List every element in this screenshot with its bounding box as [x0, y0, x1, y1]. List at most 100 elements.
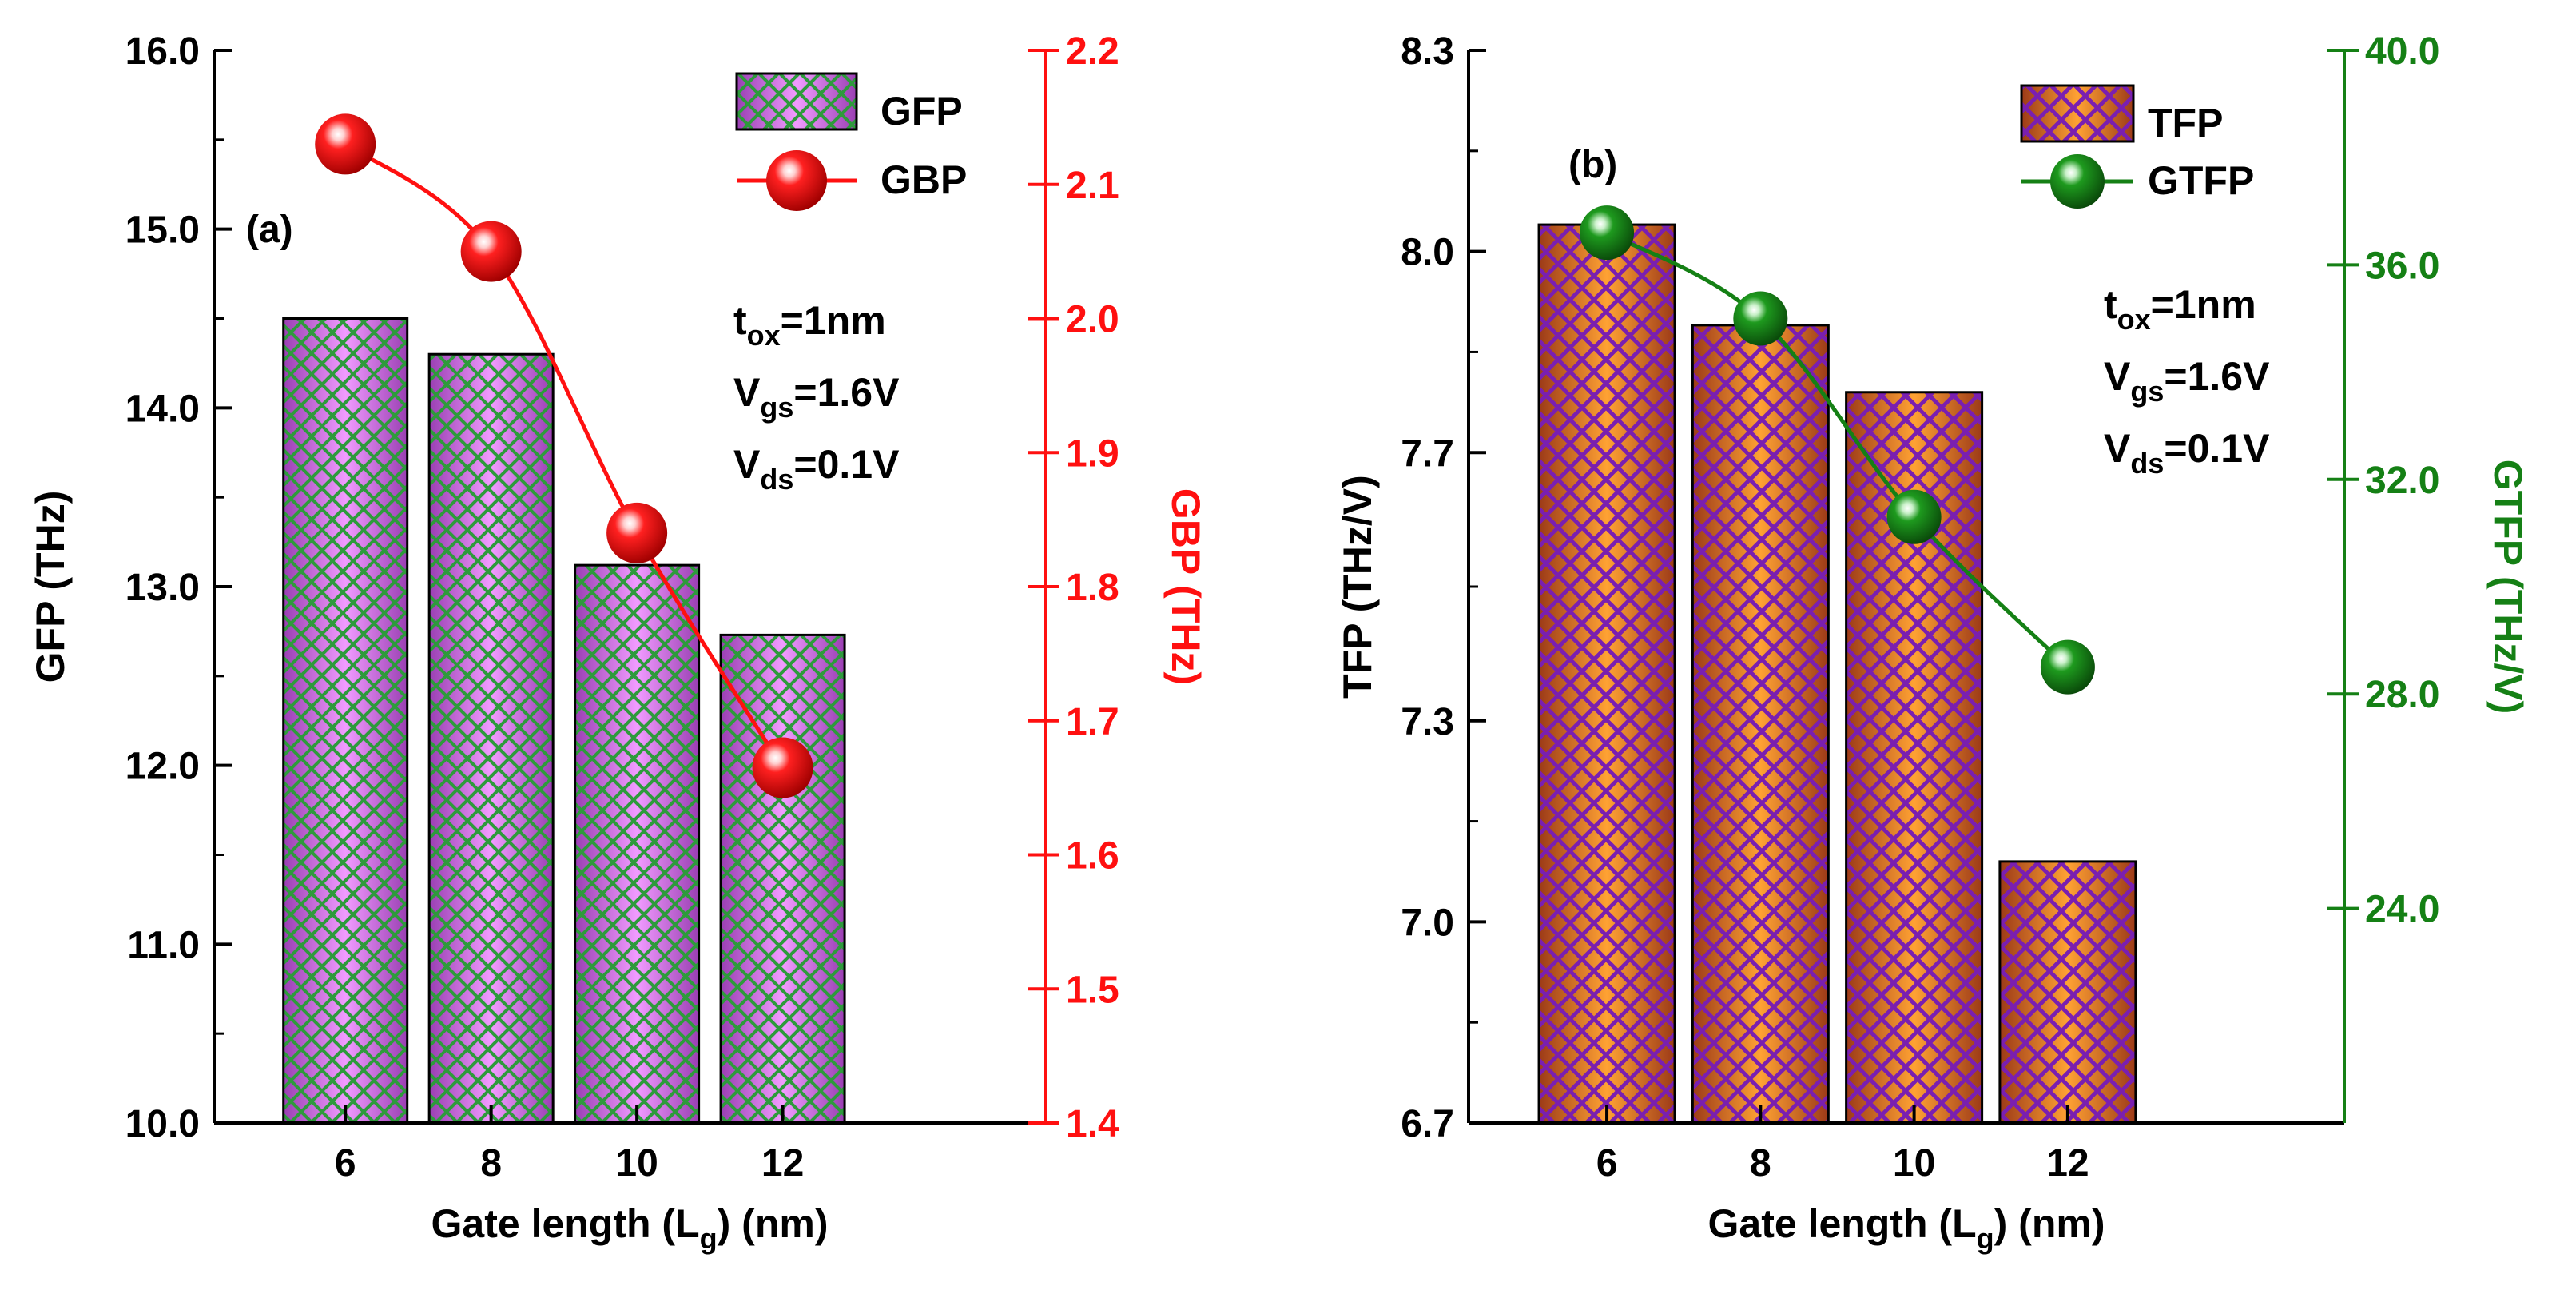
x-tick-label: 6	[335, 1142, 356, 1185]
left-tick-label: 7.3	[1401, 701, 1454, 743]
right-tick-label: 28.0	[2365, 674, 2439, 716]
point-gbp-10	[606, 502, 668, 563]
left-tick-label: 7.0	[1401, 902, 1454, 944]
point-gtfp-6	[1580, 205, 1635, 261]
panel-label: (a)	[246, 209, 293, 251]
param-tox: tox=1nm	[2104, 282, 2256, 336]
left-axis-title: TFP (THz/V)	[1335, 475, 1380, 699]
bar-gfp-12	[719, 633, 846, 1125]
param-vds-value: =0.1V	[793, 442, 900, 487]
x-tick-label: 10	[1893, 1142, 1935, 1185]
x-tick-label: 12	[2046, 1142, 2089, 1185]
x-axis-title-tail: ) (nm)	[1994, 1201, 2105, 1246]
bar-tfp-12	[1998, 860, 2137, 1125]
bar-series-tfp	[1537, 223, 2137, 1125]
param-tox-sub: ox	[2117, 303, 2151, 336]
bar-hatch	[721, 635, 845, 1123]
x-axis-title: Gate length (Lg) (nm)	[431, 1201, 829, 1255]
param-vgs: Vgs=1.6V	[733, 370, 900, 424]
legend-label-line: GTFP	[2148, 158, 2254, 203]
legend-swatch-hatch	[737, 74, 857, 129]
right-tick-label: 1.5	[1066, 969, 1119, 1011]
legend-swatch-hatch	[2021, 86, 2133, 141]
panel-b: 6.7 7.0 7.3 7.7 8.0 8.3 24.0 28.0 32.0 36.0 40.0 6 8…	[1335, 30, 2530, 1255]
right-axis-title: GTFP (THz/V)	[2486, 460, 2530, 715]
param-vgs: Vgs=1.6V	[2104, 354, 2270, 408]
legend-swatch-outline	[735, 72, 858, 131]
param-vds-sub: ds	[760, 463, 793, 496]
right-tick-label: 24.0	[2365, 889, 2439, 931]
left-tick-label: 12.0	[125, 746, 200, 788]
right-tick-label: 1.8	[1066, 567, 1119, 609]
param-vds: Vds=0.1V	[2104, 426, 2270, 480]
x-axis-title-sub: g	[700, 1222, 718, 1255]
line-series-gbp	[344, 142, 785, 769]
param-vgs-base: V	[2104, 354, 2131, 399]
param-vgs-base: V	[733, 370, 761, 415]
param-vgs-value: =1.6V	[793, 370, 900, 415]
legend: TFP GTFP	[2020, 84, 2254, 209]
point-gtfp-12	[2040, 639, 2095, 695]
param-tox-base: t	[2104, 282, 2117, 327]
left-tick-label: 13.0	[125, 567, 200, 609]
bar-tfp-10	[1845, 391, 1984, 1125]
left-tick-label: 6.7	[1401, 1103, 1454, 1145]
panel-a: 10.0 11.0 12.0 13.0 14.0 15.0 16.0 1.4 1.5 1.6 1.7…	[28, 30, 1208, 1255]
bar-hatch	[574, 565, 699, 1123]
right-tick-label: 2.0	[1066, 299, 1119, 341]
legend: GFP GBP	[735, 72, 967, 211]
left-tick-label: 7.7	[1401, 432, 1454, 475]
legend-swatch-outline	[2020, 84, 2135, 143]
bar-hatch	[1999, 861, 2136, 1123]
param-tox: tox=1nm	[733, 298, 886, 352]
bar-gfp-8	[427, 352, 555, 1125]
x-tick-label: 10	[615, 1142, 658, 1185]
right-tick-label: 40.0	[2365, 30, 2439, 73]
param-tox-value: =1nm	[781, 298, 886, 343]
bar-gfp-10	[574, 563, 701, 1125]
x-tick-label: 6	[1596, 1142, 1618, 1185]
bar-hatch	[1539, 225, 1676, 1124]
param-vds-value: =0.1V	[2164, 426, 2270, 471]
bar-hatch	[1692, 324, 1829, 1123]
x-tick-label: 8	[480, 1142, 502, 1185]
right-tick-label: 1.9	[1066, 432, 1119, 475]
point-gbp-8	[460, 221, 522, 282]
right-axis-title: GBP (THz)	[1163, 488, 1208, 685]
left-tick-label: 10.0	[125, 1103, 200, 1145]
x-axis-title-main: Gate length (L	[431, 1201, 700, 1246]
bar-series-gfp	[282, 317, 846, 1125]
param-tox-value: =1nm	[2151, 282, 2256, 327]
point-gbp-6	[315, 113, 376, 175]
param-tox-base: t	[733, 298, 747, 343]
point-gtfp-8	[1733, 291, 1788, 346]
param-vgs-sub: gs	[760, 391, 793, 424]
param-vds: Vds=0.1V	[733, 442, 900, 496]
left-tick-label: 15.0	[125, 209, 200, 252]
bar-gfp-6	[282, 317, 409, 1125]
right-tick-label: 32.0	[2365, 460, 2439, 502]
x-tick-label: 12	[761, 1142, 804, 1185]
legend-label-bars: GFP	[881, 89, 963, 133]
legend-marker	[2050, 154, 2105, 209]
param-vds-base: V	[2104, 426, 2131, 471]
point-gbp-12	[752, 737, 813, 798]
right-tick-label: 1.4	[1066, 1103, 1119, 1145]
right-tick-label: 2.2	[1066, 30, 1119, 73]
bar-hatch	[283, 318, 407, 1123]
left-tick-label: 11.0	[127, 924, 200, 966]
param-vgs-value: =1.6V	[2164, 354, 2270, 399]
legend-label-bars: TFP	[2148, 101, 2223, 145]
bar-tfp-6	[1537, 223, 1676, 1125]
left-tick-label: 8.0	[1401, 232, 1454, 274]
panel-label: (b)	[1568, 144, 1617, 186]
bar-hatch	[429, 354, 554, 1123]
left-tick-label: 8.3	[1401, 30, 1454, 73]
right-tick-label: 36.0	[2365, 245, 2439, 287]
param-vds-sub: ds	[2130, 447, 2164, 480]
legend-marker	[766, 150, 827, 211]
x-axis-title-sub: g	[1977, 1222, 1994, 1255]
left-axis-title: GFP (THz)	[28, 491, 73, 683]
x-axis-title: Gate length (Lg) (nm)	[1708, 1201, 2105, 1255]
param-vds-base: V	[733, 442, 761, 487]
